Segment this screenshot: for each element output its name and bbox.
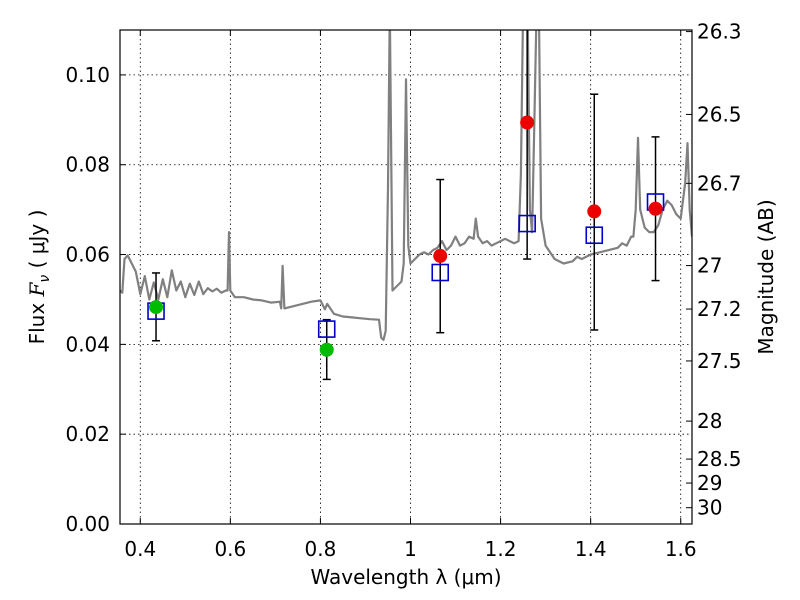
- mag-tick-label-6: 28: [697, 409, 722, 433]
- mag-tick-label-3: 27: [697, 254, 722, 278]
- mag-tick-label-5: 27.5: [697, 349, 742, 373]
- observed-point-2: [433, 248, 448, 263]
- mag-tick-label-0: 26.3: [697, 20, 742, 44]
- spectrum-layer: [120, 30, 692, 341]
- spectrum-line: [120, 30, 692, 341]
- observed-point-1: [319, 342, 334, 357]
- observed-point-0: [149, 300, 164, 315]
- model-square-1: [317, 320, 336, 338]
- y-tick-label-4: 0.08: [65, 153, 110, 177]
- mag-tick-label-8: 29: [697, 471, 722, 495]
- mag-tick-label-2: 26.7: [697, 171, 742, 195]
- mag-tick-label-4: 27.2: [697, 297, 742, 321]
- x-tick-label-4: 1.2: [485, 537, 517, 561]
- model-square-2: [431, 263, 450, 282]
- x-tick-label-6: 1.6: [665, 537, 697, 561]
- model-square-3: [518, 214, 536, 233]
- x-tick-label-0: 0.4: [124, 537, 156, 561]
- magnitude-axis-label: Magnitude (AB): [754, 199, 778, 354]
- mag-tick-label-7: 28.5: [697, 447, 742, 471]
- model-square-4: [585, 226, 604, 245]
- plot-frame: [119, 29, 693, 525]
- x-tick-label-2: 0.8: [305, 537, 337, 561]
- observed-point-4: [587, 204, 602, 219]
- x-axis-label: Wavelength λ (μm): [310, 565, 501, 589]
- y-tick-label-1: 0.02: [65, 422, 110, 446]
- observed-point-3: [520, 115, 535, 130]
- axis-ticks: 0.4 0.6 0.8 1 1.2 1.4 1.6 0.00 0.02 0.04 0.06 0.08 0…: [65, 20, 741, 561]
- y-tick-label-3: 0.06: [65, 243, 110, 267]
- y-tick-label-5: 0.10: [65, 63, 110, 87]
- y-tick-label-2: 0.04: [65, 332, 110, 356]
- y-axis-label: Flux Fν ( μJy ): [25, 210, 53, 345]
- mag-tick-label-9: 30: [697, 496, 722, 520]
- x-tick-label-5: 1.4: [575, 537, 607, 561]
- observed-point-5: [648, 201, 663, 216]
- y-tick-label-0: 0.00: [65, 512, 110, 536]
- x-tick-label-3: 1: [404, 537, 417, 561]
- x-tick-label-1: 0.6: [214, 537, 246, 561]
- mag-tick-label-1: 26.5: [697, 102, 742, 126]
- observed-points-layer: [149, 115, 663, 357]
